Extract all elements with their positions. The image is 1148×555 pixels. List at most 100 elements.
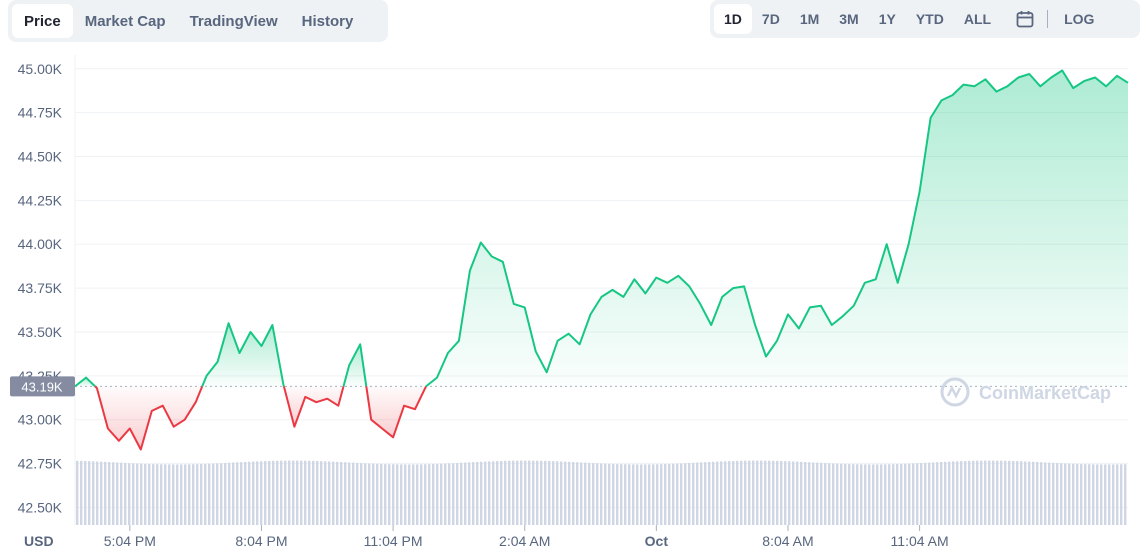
log-toggle[interactable]: LOG <box>1064 11 1095 27</box>
volume-bar <box>304 460 307 525</box>
volume-bar <box>836 463 839 525</box>
volume-bar <box>188 464 191 525</box>
volume-bar <box>1044 462 1047 525</box>
volume-bar <box>876 464 879 525</box>
range-1y[interactable]: 1Y <box>878 11 896 27</box>
volume-bar <box>896 464 899 525</box>
up-line <box>425 69 1129 388</box>
volume-bar <box>524 460 527 525</box>
tab-tradingview[interactable]: TradingView <box>189 12 278 30</box>
volume-bar <box>856 464 859 525</box>
volume-bar <box>948 461 951 525</box>
range-all[interactable]: ALL <box>963 11 992 27</box>
range-ytd[interactable]: YTD <box>915 11 944 27</box>
volume-bar <box>900 463 903 525</box>
volume-bar <box>1060 463 1063 525</box>
volume-bar <box>940 462 943 525</box>
volume-bar <box>908 463 911 525</box>
volume-bar <box>720 461 723 525</box>
volume-bar <box>692 462 695 525</box>
volume-bar <box>396 464 399 525</box>
range-3m[interactable]: 3M <box>839 11 859 27</box>
tab-market-cap[interactable]: Market Cap <box>84 12 166 30</box>
volume-bar <box>576 462 579 525</box>
volume-bar <box>516 460 519 525</box>
down-line <box>365 385 427 439</box>
volume-bar <box>1000 460 1003 525</box>
volume-bar <box>528 460 531 525</box>
volume-bar <box>428 464 431 525</box>
x-axis: 5:04 PM 8:04 PM 11:04 PM 2:04 AM Oct 8:04 AM 1… <box>104 525 949 549</box>
volume-bar <box>972 460 975 525</box>
volume-bar <box>1084 464 1087 525</box>
volume-bar <box>536 460 539 525</box>
volume-bar <box>824 463 827 525</box>
range-7d[interactable]: 7D <box>761 11 780 27</box>
volume-bar <box>288 460 291 525</box>
calendar-icon[interactable] <box>1009 4 1041 34</box>
volume-bar <box>884 464 887 525</box>
volume-bar <box>300 460 303 525</box>
volume-bar <box>1012 460 1015 525</box>
volume-bar <box>260 461 263 525</box>
volume-bar <box>296 460 299 525</box>
volume-bar <box>440 463 443 525</box>
volume-bar <box>384 464 387 525</box>
range-1d[interactable]: 1D <box>714 4 752 34</box>
volume-bar <box>492 461 495 525</box>
volume-bar <box>1080 464 1083 525</box>
volume-bar <box>200 464 203 525</box>
volume-bar <box>880 464 883 525</box>
down-area <box>366 386 426 438</box>
volume-bar <box>448 463 451 525</box>
tab-price[interactable]: Price <box>12 4 73 38</box>
volume-bar <box>712 461 715 525</box>
coinmarketcap-watermark: CoinMarketCap <box>940 377 1111 407</box>
volume-bar <box>148 463 151 525</box>
volume-bar <box>1088 464 1091 525</box>
volume-bar <box>808 462 811 525</box>
volume-bar <box>764 460 767 525</box>
up-line <box>74 376 96 388</box>
volume-bar <box>844 463 847 525</box>
volume-bar <box>788 461 791 525</box>
volume-bar <box>324 461 327 525</box>
volume-bar <box>212 463 215 525</box>
volume-bar <box>236 462 239 525</box>
range-1m[interactable]: 1M <box>799 11 820 27</box>
volume-bar <box>292 460 295 525</box>
volume-bar <box>924 462 927 525</box>
volume-bar <box>372 463 375 525</box>
volume-bar <box>432 464 435 525</box>
volume-bar <box>660 464 663 525</box>
time-range-selector: 1D 7D 1M 3M 1Y YTD ALL LOG <box>710 0 1140 38</box>
volume-bar <box>500 460 503 525</box>
volume-bar <box>336 461 339 525</box>
volume-bar <box>392 464 395 525</box>
volume-bar <box>1048 462 1051 525</box>
volume-bar <box>1064 463 1067 525</box>
volume-bar <box>556 461 559 525</box>
y-tick-label: 45.00K <box>18 61 63 77</box>
volume-bar <box>156 464 159 525</box>
volume-bar <box>484 461 487 525</box>
up-line <box>342 343 368 387</box>
volume-bar <box>640 464 643 525</box>
volume-bar <box>572 462 575 525</box>
volume-bar <box>1032 461 1035 525</box>
volume-bar <box>696 462 699 525</box>
volume-bar <box>228 462 231 525</box>
volume-bar <box>680 463 683 525</box>
volume-bar <box>280 460 283 525</box>
volume-bar <box>1024 461 1027 525</box>
volume-bar <box>848 464 851 525</box>
tab-history[interactable]: History <box>301 12 354 30</box>
volume-bar <box>356 462 359 525</box>
current-price-tag: 43.19K <box>10 376 75 397</box>
volume-bar <box>248 461 251 525</box>
volume-bar <box>768 460 771 525</box>
volume-bar <box>616 464 619 525</box>
up-line <box>201 322 285 387</box>
volume-bar <box>580 462 583 525</box>
volume-bar <box>540 460 543 525</box>
